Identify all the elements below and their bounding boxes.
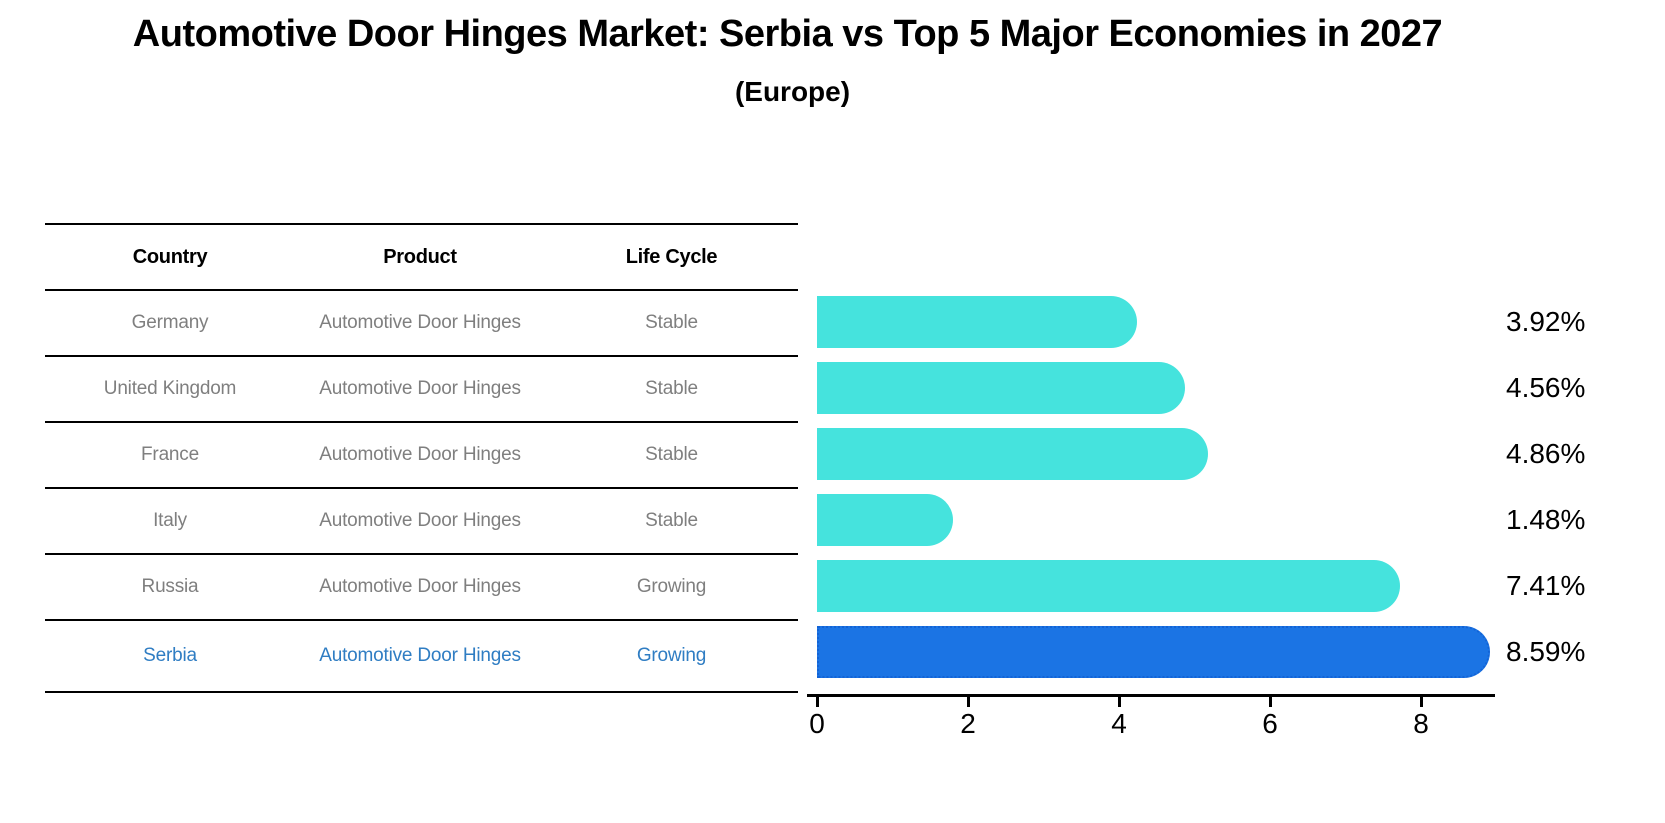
cell-life-cycle: Stable [645, 444, 698, 465]
x-axis-tick-label-4: 4 [1111, 708, 1127, 739]
comparison-table: Country Product Life Cycle Germany Automoti… [45, 223, 798, 693]
page-title: Automotive Door Hinges Market: Serbia vs… [132, 13, 1443, 55]
value-label-united-kingdom: 4.56% [1506, 372, 1586, 403]
table-row-united-kingdom: United Kingdom Automotive Door Hinges Stab… [45, 357, 798, 423]
cell-product: Automotive Door Hinges [319, 444, 521, 465]
bar-germany [817, 296, 1137, 348]
cell-product: Automotive Door Hinges [319, 576, 521, 597]
x-axis-tick-label-6: 6 [1262, 708, 1278, 739]
value-label-france: 4.86% [1506, 438, 1586, 469]
value-label-italy: 1.48% [1506, 504, 1586, 535]
x-axis-tick-8 [1419, 696, 1423, 707]
bar-russia [817, 560, 1400, 612]
cell-country: Serbia [143, 645, 197, 666]
cell-country: Russia [141, 576, 199, 597]
table-row-russia: Russia Automotive Door Hinges Growing [45, 555, 798, 621]
cell-country: Italy [153, 510, 187, 531]
x-axis-tick-label-2: 2 [960, 708, 976, 739]
table-header-country: Country [132, 245, 208, 268]
bar-italy [817, 494, 953, 546]
cell-life-cycle: Stable [645, 378, 698, 399]
x-axis-tick-6 [1268, 696, 1272, 707]
x-axis-tick-0 [815, 696, 819, 707]
cell-country: France [141, 444, 199, 465]
value-label-serbia: 8.59% [1506, 636, 1586, 667]
bar-france [817, 428, 1208, 480]
table-header-life-cycle: Life Cycle [625, 245, 718, 268]
cell-product: Automotive Door Hinges [319, 378, 521, 399]
cell-life-cycle: Stable [645, 510, 698, 531]
cell-life-cycle: Stable [645, 312, 698, 333]
cell-product: Automotive Door Hinges [319, 510, 521, 531]
x-axis-tick-4 [1117, 696, 1121, 707]
table-row-italy: Italy Automotive Door Hinges Stable [45, 489, 798, 555]
x-axis-tick-2 [966, 696, 970, 707]
cell-country: Germany [131, 312, 209, 333]
table-header-row: Country Product Life Cycle [45, 225, 798, 291]
cell-country: United Kingdom [103, 378, 237, 399]
cell-product: Automotive Door Hinges [319, 645, 521, 666]
table-row-france: France Automotive Door Hinges Stable [45, 423, 798, 489]
table-row-germany: Germany Automotive Door Hinges Stable [45, 291, 798, 357]
bar-serbia [817, 626, 1490, 678]
table-header-product: Product [383, 245, 457, 268]
page-subtitle: (Europe) [734, 76, 851, 107]
value-label-germany: 3.92% [1506, 306, 1586, 337]
x-axis-tick-label-0: 0 [809, 708, 825, 739]
value-label-russia: 7.41% [1506, 570, 1586, 601]
x-axis-tick-label-8: 8 [1413, 708, 1429, 739]
cell-life-cycle: Growing [636, 576, 707, 597]
bar-united-kingdom [817, 362, 1185, 414]
table-row-serbia: Serbia Automotive Door Hinges Growing [45, 621, 798, 693]
table-body: Germany Automotive Door Hinges Stable Unite… [45, 291, 798, 693]
cell-life-cycle: Growing [636, 645, 707, 666]
cell-product: Automotive Door Hinges [319, 312, 521, 333]
x-axis [807, 694, 1495, 697]
